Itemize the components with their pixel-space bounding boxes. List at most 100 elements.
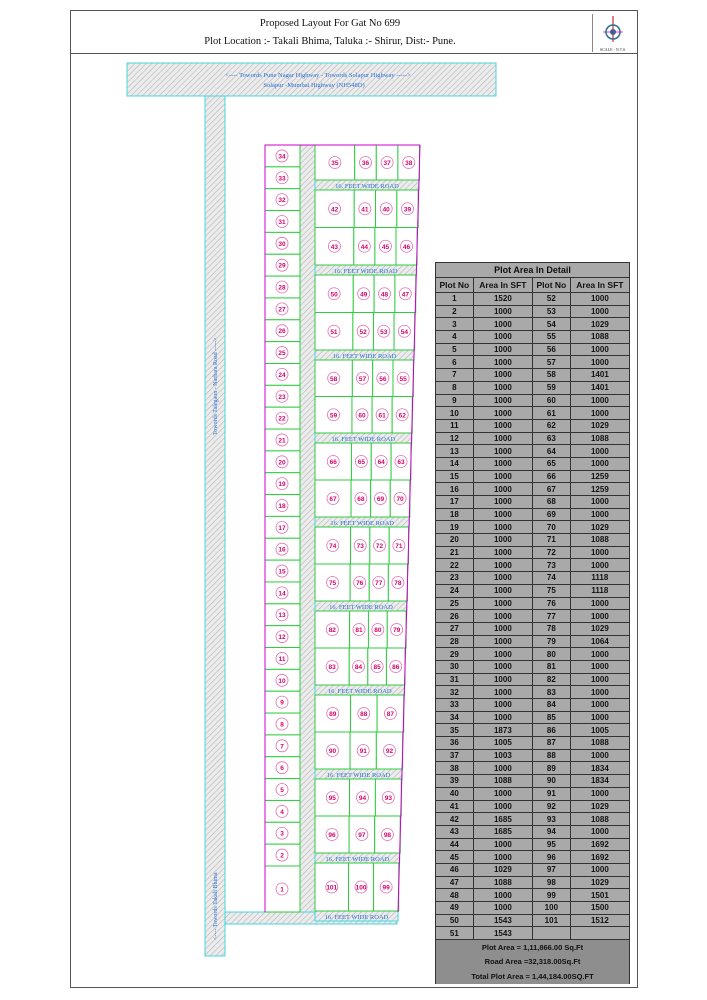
- plot-number: 34: [278, 153, 286, 160]
- table-cell: 99: [531, 888, 571, 902]
- table-cell: 89: [531, 761, 571, 776]
- plot-number: 74: [329, 543, 337, 550]
- plot-number: 6: [280, 765, 284, 772]
- plot-number: 98: [384, 832, 392, 839]
- plot-number: 52: [360, 329, 368, 336]
- plot-number-circle: [356, 791, 369, 804]
- scale-note: SCALE - N.T.S.: [599, 47, 627, 52]
- plot-number: 66: [330, 459, 338, 466]
- plot-number: 50: [331, 291, 339, 298]
- table-row: 19 1000 70 1029: [435, 520, 631, 535]
- table-row: 39 1088 90 1834: [435, 774, 631, 788]
- plot-number-circle: [326, 744, 339, 757]
- table-cell: 1000: [472, 444, 533, 458]
- table-cell: 6: [435, 355, 474, 370]
- plot-number-circle: [395, 408, 409, 422]
- plot-number-circle: [359, 156, 372, 169]
- table-cell: 1000: [569, 685, 631, 699]
- plot-number-circle: [275, 695, 289, 709]
- table-cell: 1873: [472, 723, 533, 738]
- table-cell: 37: [435, 748, 474, 763]
- plot-number: 21: [278, 437, 286, 444]
- table-cell: 1000: [472, 621, 533, 636]
- plot-number: 93: [385, 795, 393, 802]
- plot-number: 49: [360, 291, 368, 298]
- table-row: 13 1000 64 1000: [435, 444, 631, 458]
- plot-number: 99: [383, 885, 391, 892]
- table-row: 30 1000 81 1000: [435, 659, 631, 674]
- table-cell: 1088: [569, 330, 631, 344]
- table-cell: 30: [435, 659, 474, 674]
- plot-number: 79: [393, 627, 401, 634]
- plot-number: 80: [374, 627, 382, 634]
- table-cell: 71: [531, 533, 571, 547]
- plot-number-circle: [357, 707, 371, 720]
- plot-number: 70: [396, 496, 404, 503]
- table-cell: 1000: [472, 901, 533, 915]
- plot-number: 15: [278, 569, 286, 576]
- table-row: 4 1000 55 1088: [435, 330, 631, 344]
- plot-number: 64: [378, 459, 386, 466]
- table-row: 41 1000 92 1029: [435, 799, 631, 814]
- table-cell: 1000: [472, 520, 533, 535]
- plot-number-circle: [357, 287, 371, 301]
- plot-number: 20: [278, 459, 286, 466]
- plot-number: 88: [360, 711, 368, 718]
- table-cell: 53: [531, 304, 571, 319]
- plot-number: 94: [359, 795, 367, 802]
- internal-road-label: 16. FEET WIDE ROAD: [325, 914, 389, 921]
- plot-number: 61: [378, 412, 386, 419]
- plot-number-circle: [372, 576, 386, 589]
- internal-road-label: 16. FEET WIDE ROAD: [330, 520, 394, 527]
- table-cell: 9: [435, 393, 474, 408]
- table-cell: 36: [435, 736, 474, 750]
- table-cell: 44: [435, 837, 474, 852]
- plot-number: 37: [383, 160, 391, 167]
- plot-number-circle: [275, 739, 289, 753]
- plot-number-circle: [356, 371, 369, 385]
- table-cell: 65: [531, 456, 571, 471]
- internal-road-label: 16. FEET WIDE ROAD: [329, 604, 393, 611]
- table-cell: 1000: [472, 495, 533, 509]
- plot-number: 81: [355, 627, 363, 634]
- table-row: 14 1000 65 1000: [435, 456, 631, 471]
- table-cell: 20: [435, 533, 474, 547]
- table-cell: 1088: [569, 533, 631, 547]
- table-cell: 64: [531, 444, 571, 458]
- plot-number: 11: [279, 656, 286, 663]
- table-cell: 1088: [472, 875, 533, 890]
- table-cell: 1000: [472, 558, 533, 573]
- plot-number-circle: [328, 202, 342, 216]
- plot-number-circle: [275, 280, 289, 294]
- table-cell: 1000: [472, 342, 533, 357]
- plot-number-circle: [355, 408, 369, 422]
- table-row: 26 1000 77 1000: [435, 609, 631, 623]
- plot-number: 12: [278, 634, 286, 641]
- plot-number: 86: [392, 664, 400, 671]
- table-row: 25 1000 76 1000: [435, 596, 631, 611]
- table-row: 48 1000 99 1501: [435, 888, 631, 902]
- table-cell: 1685: [472, 812, 533, 826]
- plot-number-circle: [275, 324, 289, 338]
- col-header: Plot No: [435, 277, 474, 293]
- table-cell: 1000: [569, 558, 631, 573]
- table-cell: 1088: [569, 736, 631, 750]
- table-cell: 1000: [472, 418, 533, 433]
- table-row: 12 1000 63 1088: [435, 431, 631, 446]
- plot-number-circle: [355, 828, 369, 841]
- plot-number-circle: [275, 652, 289, 665]
- table-cell: 47: [435, 875, 474, 890]
- col-header: Area In SFT: [472, 277, 533, 293]
- table-cell: 1834: [569, 761, 631, 776]
- plot-number: 47: [402, 291, 410, 298]
- table-cell: 1000: [472, 380, 533, 395]
- table-row: 49 1000 100 1500: [435, 901, 631, 915]
- plot-number: 32: [278, 197, 286, 204]
- table-cell: 1064: [569, 634, 631, 649]
- table-cell: 57: [531, 355, 571, 370]
- table-cell: 1000: [472, 710, 533, 725]
- plot-number: 19: [278, 481, 286, 488]
- table-cell: 1000: [472, 850, 533, 864]
- table-cell: 40: [435, 786, 474, 801]
- table-row: 51 1543: [435, 926, 631, 941]
